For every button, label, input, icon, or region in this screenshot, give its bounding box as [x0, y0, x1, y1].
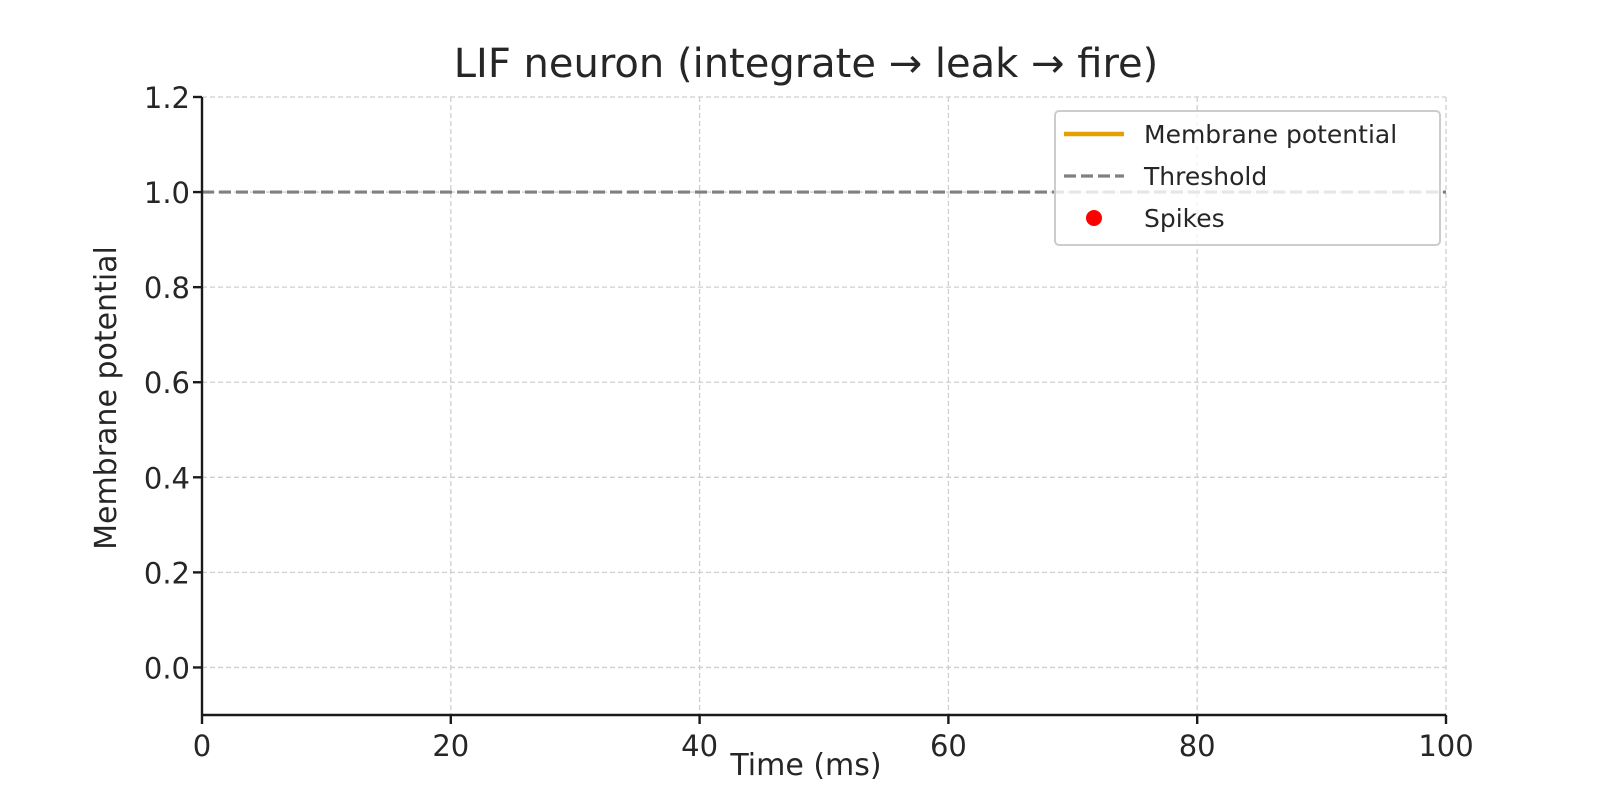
legend-label: Threshold: [1143, 162, 1267, 191]
x-tick-label: 40: [681, 729, 718, 763]
y-tick-label: 0.0: [144, 651, 190, 685]
x-tick-label: 60: [930, 729, 967, 763]
y-tick-label: 0.2: [144, 556, 190, 590]
y-tick-label: 0.8: [144, 271, 190, 305]
axes: [200, 97, 1446, 717]
legend-swatch-spikes: [1086, 210, 1102, 226]
y-axis-label: Membrane potential: [89, 246, 124, 550]
y-tick-label: 1.2: [144, 81, 190, 115]
x-tick-label: 20: [432, 729, 469, 763]
legend-box: [1054, 110, 1441, 246]
x-axis-label: Time (ms): [729, 748, 881, 783]
legend: Membrane potential Threshold Spikes: [1054, 110, 1441, 246]
x-tick-label: 100: [1418, 729, 1473, 763]
y-tick-label: 0.4: [144, 461, 190, 495]
y-tick-label: 0.6: [144, 366, 190, 400]
legend-label: Spikes: [1144, 204, 1225, 233]
ticks: 0 20 40 60 80 100 0.0 0.2 0.4 0.6 0.8 1.0 1.2: [144, 81, 1474, 763]
x-tick-label: 80: [1179, 729, 1216, 763]
chart-title: LIF neuron (integrate → leak → fire): [454, 41, 1159, 87]
y-tick-label: 1.0: [144, 176, 190, 210]
x-tick-label: 0: [193, 729, 211, 763]
legend-label: Membrane potential: [1144, 120, 1397, 149]
